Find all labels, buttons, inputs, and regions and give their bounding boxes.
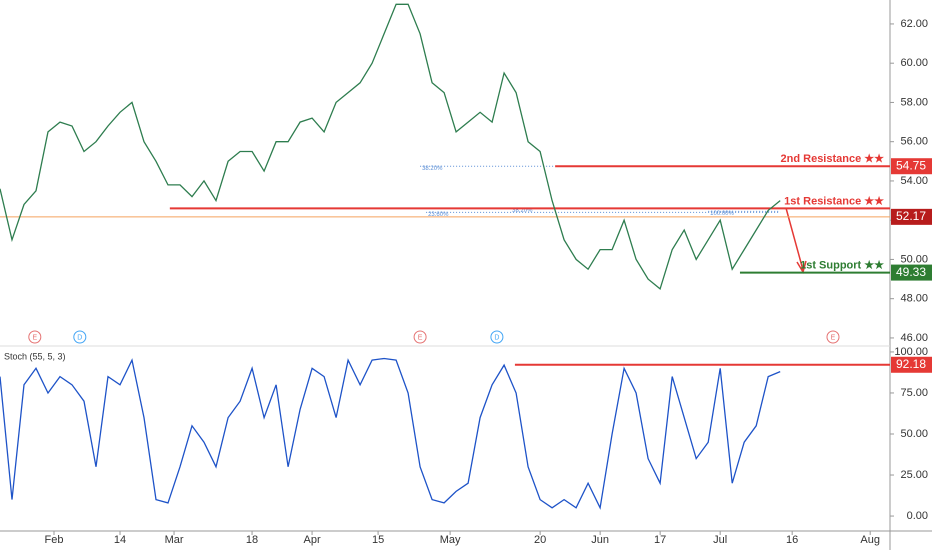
event-marker (73, 330, 87, 344)
price-tag-label: 92.18 (896, 357, 926, 371)
y-tick-label: 46.00 (900, 332, 928, 344)
x-tick-label: 18 (246, 534, 258, 546)
fib-label: 100.00% (710, 211, 734, 217)
event-label: E (418, 334, 423, 341)
y-tick-label: 62.00 (900, 18, 928, 30)
y-tick-label: 50.00 (900, 428, 928, 440)
fib-label: 38.20% (422, 166, 443, 172)
series-line (0, 357, 781, 510)
y-tick-label: 0.00 (907, 510, 928, 522)
event-label: E (831, 334, 836, 341)
price-tag (891, 356, 932, 373)
y-tick-label: 60.00 (900, 57, 928, 69)
y-tick-label: 48.00 (900, 293, 928, 305)
event-label: E (32, 334, 37, 341)
x-tick-label: 15 (372, 534, 384, 546)
event-marker (28, 330, 42, 344)
x-tick-label: May (440, 534, 461, 546)
series-line (0, 3, 781, 291)
event-marker (490, 330, 504, 344)
x-tick-label: 16 (786, 534, 798, 546)
x-tick-label: Aug (860, 534, 880, 546)
price-tag (891, 208, 932, 225)
level-label: 1st Support ★★ (800, 259, 884, 271)
y-tick-label: 100.00 (894, 346, 928, 358)
fib-label: 23.60% (428, 212, 449, 218)
level-label: 2nd Resistance ★★ (781, 153, 885, 165)
x-tick-label: 14 (114, 534, 126, 546)
x-tick-label: Jun (591, 534, 609, 546)
y-tick-label: 25.00 (900, 469, 928, 481)
y-tick-label: 50.00 (900, 253, 928, 265)
price-tag-label: 54.75 (896, 158, 926, 172)
price-tag (891, 264, 932, 281)
event-label: D (77, 334, 82, 341)
level-label: 1st Resistance ★★ (784, 195, 884, 207)
x-tick-label: Apr (304, 534, 321, 546)
event-marker (413, 330, 427, 344)
event-label: D (494, 334, 499, 341)
price-tag (891, 158, 932, 175)
y-tick-label: 75.00 (900, 387, 928, 399)
indicator-title: Stoch (55, 5, 3) (4, 351, 66, 361)
x-tick-label: Feb (45, 534, 64, 546)
y-tick-label: 58.00 (900, 96, 928, 108)
x-tick-label: Jul (713, 534, 727, 546)
event-marker (826, 330, 840, 344)
y-tick-label: 54.00 (900, 175, 928, 187)
y-tick-label: 56.00 (900, 136, 928, 148)
fib-label: 38.20% (512, 208, 533, 214)
price-tag-label: 49.33 (896, 265, 926, 279)
price-tag-label: 52.17 (896, 209, 926, 223)
x-tick-label: Mar (165, 534, 184, 546)
x-tick-label: 17 (654, 534, 666, 546)
x-tick-label: 20 (534, 534, 546, 546)
